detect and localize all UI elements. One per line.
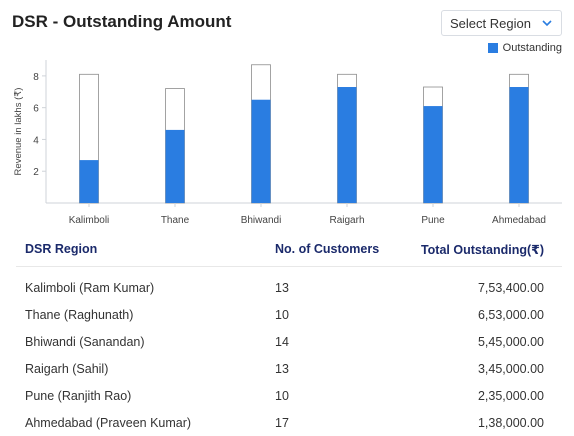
header-total-outstanding[interactable]: Total Outstanding(₹): [420, 242, 544, 257]
table-row: Raigarh (Sahil) 13 3,45,000.00: [16, 355, 562, 382]
cell-customers: 13: [275, 280, 289, 295]
region-select[interactable]: Select Region: [441, 10, 562, 36]
cell-customers: 10: [275, 307, 289, 322]
chevron-down-icon: [541, 17, 553, 29]
cell-outstanding: 7,53,400.00: [477, 280, 544, 295]
y-tick-label: 6: [33, 104, 39, 115]
cell-outstanding: 1,38,000.00: [477, 415, 544, 430]
bar-outstanding: [79, 160, 99, 203]
page-title: DSR - Outstanding Amount: [12, 12, 232, 31]
cell-outstanding: 6,53,000.00: [477, 307, 544, 322]
x-tick-label: Pune: [421, 215, 445, 226]
x-tick-label: Ahmedabad: [492, 215, 546, 226]
cell-region: Bhiwandi (Sanandan): [25, 334, 145, 349]
legend-label: Outstanding: [502, 42, 562, 54]
table-row: Bhiwandi (Sanandan) 14 5,45,000.00: [16, 328, 562, 355]
bar-outstanding: [337, 87, 357, 203]
x-tick-label: Bhiwandi: [241, 215, 282, 226]
y-axis-label: Revenue in lakhs (₹): [13, 88, 24, 176]
table-header: DSR Region No. of Customers Total Outsta…: [16, 232, 562, 267]
bar-outstanding: [251, 99, 271, 203]
y-tick-label: 4: [33, 135, 39, 146]
y-tick-label: 8: [33, 72, 39, 83]
cell-region: Ahmedabad (Praveen Kumar): [25, 415, 192, 430]
cell-region: Pune (Ranjith Rao): [25, 388, 132, 403]
cell-region: Kalimboli (Ram Kumar): [25, 280, 155, 295]
bar-chart: 2 4 6 8 Revenue in lakhs (₹) Kalimboli Thane Bh…: [13, 60, 562, 226]
legend-swatch: [487, 43, 498, 53]
region-select-label: Select Region: [450, 15, 531, 31]
cell-outstanding: 5,45,000.00: [477, 334, 544, 349]
cell-customers: 13: [275, 361, 289, 376]
cell-customers: 10: [275, 388, 289, 403]
y-tick-label: 2: [33, 167, 39, 178]
bar-outstanding: [165, 129, 185, 203]
bar-outstanding: [509, 87, 529, 203]
x-tick-label: Thane: [161, 215, 190, 226]
cell-region: Thane (Raghunath): [25, 307, 134, 322]
cell-outstanding: 2,35,000.00: [477, 388, 544, 403]
bar-outstanding: [423, 106, 443, 203]
cell-customers: 14: [275, 334, 289, 349]
table-row: Ahmedabad (Praveen Kumar) 17 1,38,000.00: [16, 409, 562, 436]
header-customers[interactable]: No. of Customers: [275, 242, 380, 256]
outstanding-table: DSR Region No. of Customers Total Outsta…: [16, 232, 562, 436]
table-row: Thane (Raghunath) 10 6,53,000.00: [16, 301, 562, 328]
header-dsr-region[interactable]: DSR Region: [25, 242, 98, 256]
chart-legend[interactable]: Outstanding: [487, 42, 562, 54]
x-tick-label: Kalimboli: [69, 215, 110, 226]
table-row: Pune (Ranjith Rao) 10 2,35,000.00: [16, 382, 562, 409]
cell-outstanding: 3,45,000.00: [477, 361, 544, 376]
x-tick-label: Raigarh: [329, 215, 364, 226]
cell-customers: 17: [275, 415, 289, 430]
table-row: Kalimboli (Ram Kumar) 13 7,53,400.00: [16, 274, 562, 301]
cell-region: Raigarh (Sahil): [25, 361, 109, 376]
